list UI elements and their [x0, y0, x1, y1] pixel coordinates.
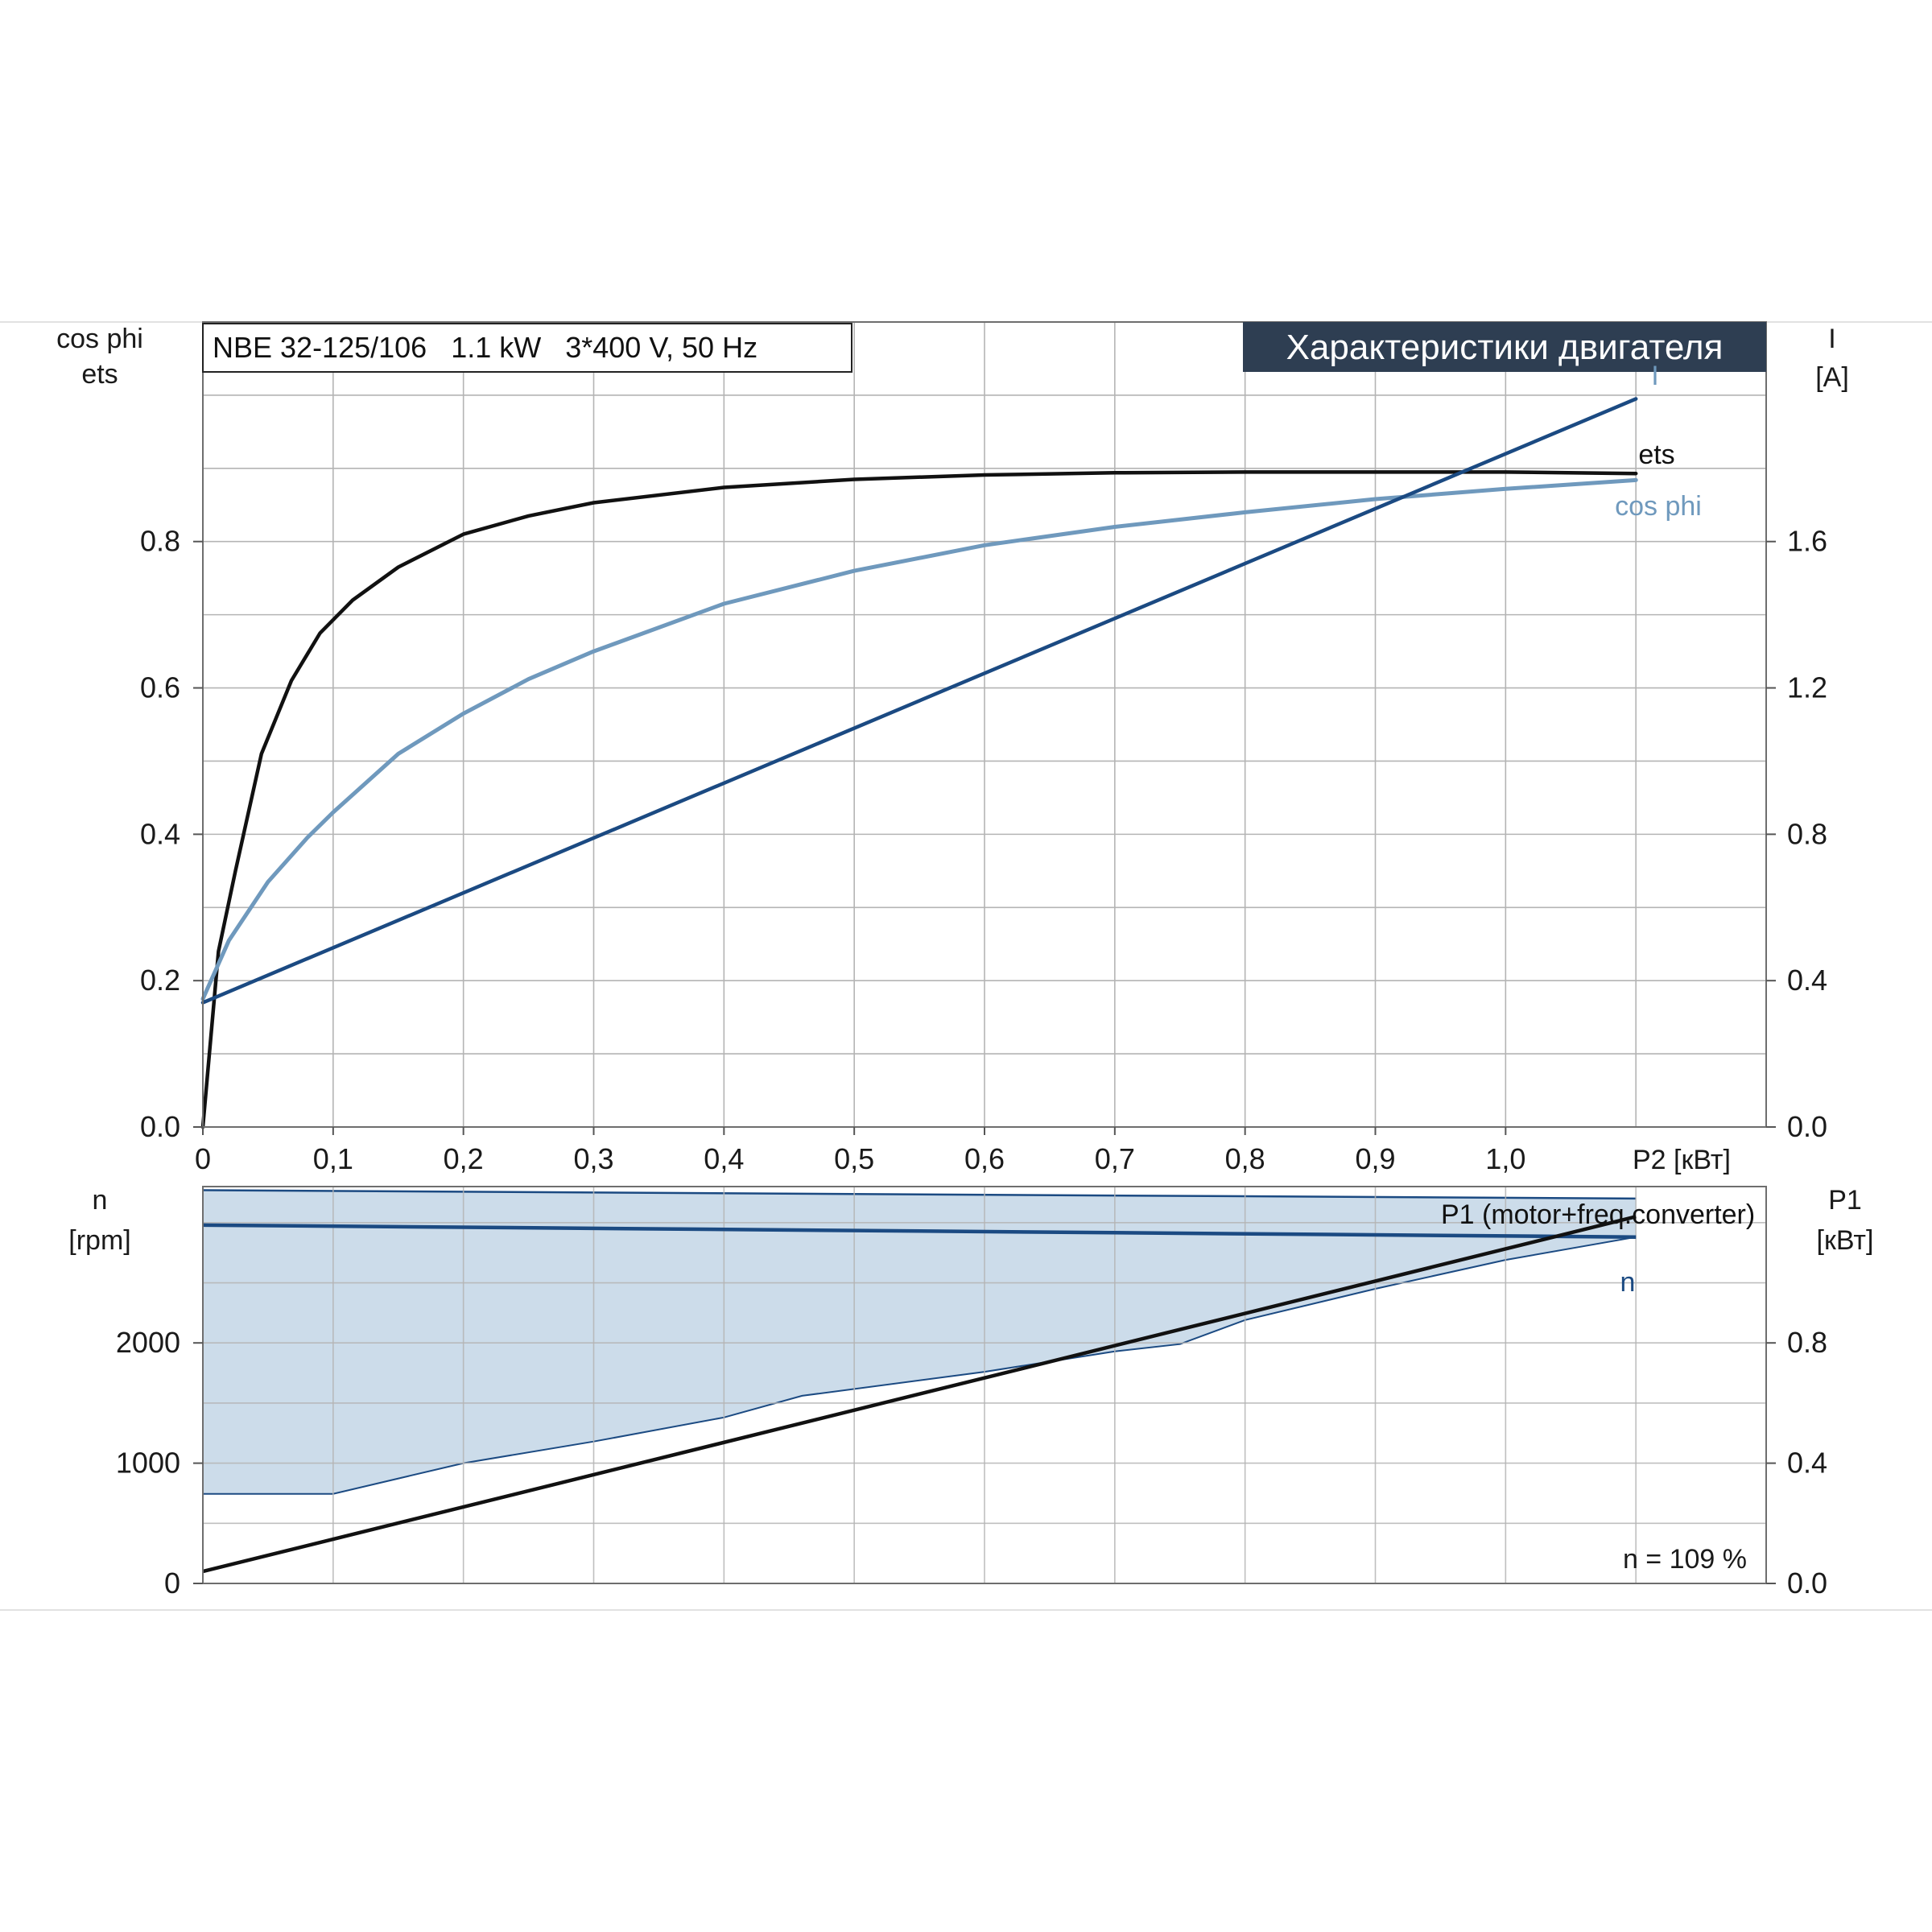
top-x-axis-label: P2 [кВт]: [1633, 1145, 1731, 1175]
bottom-grid: [203, 1187, 1766, 1583]
top-right-axis-label-unit: [A]: [1815, 362, 1849, 393]
right-tick-label: 0.0: [1787, 1110, 1827, 1143]
left-tick-label: 0.4: [140, 817, 180, 850]
x-tick-label: 0,9: [1355, 1142, 1395, 1175]
x-tick-label: 0,3: [573, 1142, 613, 1175]
bottom-right-tick-labels: 0.0 0.4 0.8: [1766, 1326, 1827, 1600]
section-title-box: [1243, 322, 1766, 372]
x-tick-label: 0,2: [444, 1142, 484, 1175]
x-tick-label: 0,6: [964, 1142, 1005, 1175]
left-tick-label: 0.2: [140, 964, 180, 997]
bottom-right-axis-label-p1: P1: [1828, 1185, 1862, 1216]
top-left-tick-labels: 0.0 0.2 0.4 0.6 0.8: [140, 525, 203, 1143]
section-title: Характеристики двигателя: [1286, 328, 1724, 367]
x-tick-label: 0,5: [834, 1142, 874, 1175]
speed-annotation: n = 109 %: [1623, 1544, 1747, 1575]
left-tick-label: 1000: [116, 1447, 180, 1480]
right-tick-label: 0.4: [1787, 964, 1827, 997]
right-tick-label: 0.8: [1787, 1326, 1827, 1359]
bottom-left-axis-label-n: n: [93, 1185, 108, 1216]
x-tick-label: 0,1: [313, 1142, 353, 1175]
top-series-layer: [200, 397, 1638, 1129]
top-left-axis-label-ets: ets: [81, 359, 118, 390]
x-tick-label: 0: [195, 1142, 211, 1175]
x-tick-label: 0,4: [704, 1142, 744, 1175]
bottom-right-axis-label-unit: [кВт]: [1817, 1225, 1874, 1256]
bottom-plot: n [rpm] P1 [кВт] P1 (motor+freq.converte…: [68, 1185, 1873, 1600]
top-right-axis-label-i: I: [1828, 324, 1835, 354]
right-tick-label: 0.0: [1787, 1567, 1827, 1600]
bottom-plot-frame: [202, 1186, 1767, 1584]
series-current: [200, 397, 1638, 1005]
x-tick-label: 0,7: [1095, 1142, 1135, 1175]
x-tick-label: 0,8: [1225, 1142, 1265, 1175]
model-info-box: [202, 323, 852, 373]
series-label-ets: ets: [1638, 440, 1674, 470]
right-tick-label: 1.2: [1787, 671, 1827, 704]
top-plot: NBE 32-125/106 1.1 kW 3*400 V, 50 Hz Хар…: [56, 321, 1849, 1175]
series-label-p1: P1 (motor+freq.converter): [1441, 1199, 1755, 1230]
model-info-text: NBE 32-125/106 1.1 kW 3*400 V, 50 Hz: [213, 331, 758, 364]
bottom-left-tick-labels: 0 1000 2000: [116, 1326, 203, 1600]
top-right-tick-labels: 0.0 0.4 0.8 1.2 1.6: [1766, 525, 1827, 1143]
top-left-axis-label-cosphi: cos phi: [56, 324, 143, 354]
left-tick-label: 0.0: [140, 1110, 180, 1143]
x-tick-label: 1,0: [1485, 1142, 1525, 1175]
bottom-series-layer: [202, 1215, 1637, 1574]
right-tick-label: 1.6: [1787, 525, 1827, 558]
left-tick-label: 2000: [116, 1326, 180, 1359]
speed-range-area: [203, 1190, 1637, 1494]
right-tick-label: 0.4: [1787, 1447, 1827, 1480]
top-x-tick-labels: 0 0,1 0,2 0,3 0,4 0,5 0,6 0,7 0,8 0,9 1,0: [195, 1127, 1525, 1175]
speed-band-upper-edge: [202, 1189, 1637, 1200]
left-tick-label: 0.6: [140, 671, 180, 704]
series-label-i: I: [1651, 361, 1658, 391]
left-tick-label: 0: [164, 1567, 180, 1600]
series-label-cos-phi: cos phi: [1615, 491, 1702, 522]
bottom-left-axis-label-unit: [rpm]: [68, 1225, 130, 1256]
series-label-n: n: [1620, 1267, 1636, 1298]
series-speed-n: [202, 1223, 1637, 1239]
right-tick-label: 0.8: [1787, 817, 1827, 850]
series-cos-phi: [200, 477, 1638, 1001]
series-p1: [202, 1215, 1637, 1574]
left-tick-label: 0.8: [140, 525, 180, 558]
series-ets: [200, 470, 1638, 1129]
top-grid: [203, 322, 1766, 1127]
